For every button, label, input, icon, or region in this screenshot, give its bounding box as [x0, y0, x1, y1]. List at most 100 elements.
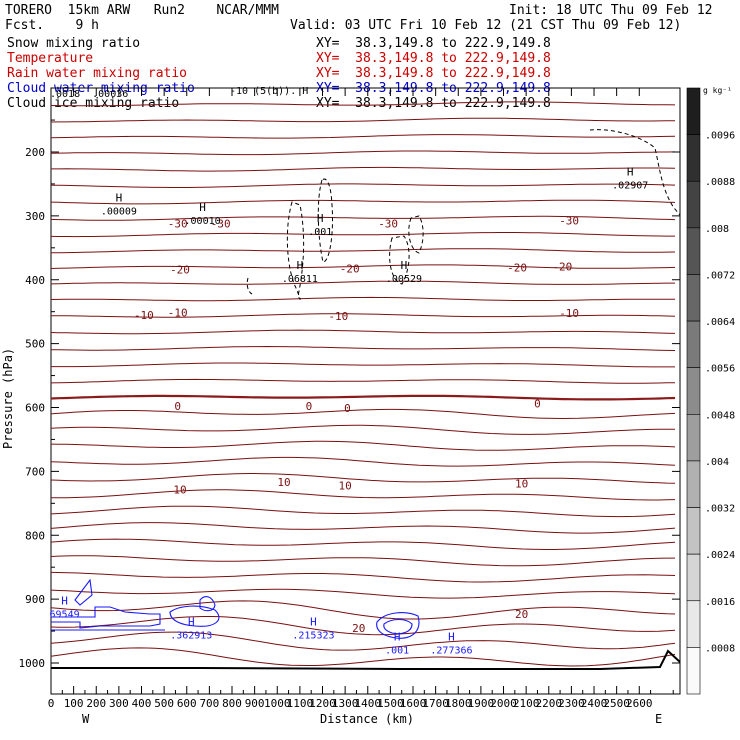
maximum-value-label: .00010: [185, 216, 221, 227]
overlap-maxima-text: .0018 .00036: [50, 89, 129, 100]
terrain-line: [51, 649, 681, 670]
zero-isotherm: [50, 394, 676, 401]
field-xy-cloud-ice: XY= 38.3,149.8 to 222.9,149.8: [316, 96, 551, 111]
cloud-water-contour: [383, 618, 413, 635]
isotherm-label: -10: [328, 310, 348, 323]
east-label: E: [655, 712, 662, 726]
maximum-h-marker: H: [394, 630, 401, 643]
x-tick-label: 1900: [468, 697, 495, 710]
isotherm-label: 10: [173, 483, 186, 496]
cloud-water-contour: [74, 578, 93, 606]
x-tick-label: 2000: [490, 697, 517, 710]
cloud-water-contour: [199, 596, 216, 612]
isotherm: [50, 408, 676, 420]
isotherm-label: -30: [168, 218, 188, 231]
maximum-h-marker: H: [297, 259, 304, 272]
colorbar-swatch: [686, 507, 701, 555]
y-tick-label: 600: [25, 402, 45, 415]
isotherm-label: -30: [211, 218, 231, 231]
west-label: W: [82, 712, 90, 726]
x-tick-label: 2400: [581, 697, 608, 710]
snow-contour: [317, 178, 333, 263]
maximum-value-label: .00529: [386, 274, 422, 285]
colorbar-label: .0064: [705, 317, 735, 328]
x-tick-label: 900: [245, 697, 265, 710]
maximum-h-marker: H: [199, 201, 206, 214]
maximum-value-label: .001: [308, 227, 332, 238]
maximum-h-marker: H: [448, 630, 455, 643]
colorbar-swatch: [686, 134, 701, 182]
colorbar-swatch: [686, 274, 701, 322]
isotherm: [50, 150, 676, 156]
contour-layer: [50, 101, 681, 670]
isotherm-label: 10: [277, 476, 290, 489]
colorbar-label: .0096: [705, 131, 735, 142]
isotherm: [50, 505, 676, 518]
maximum-value-label: .06811: [282, 274, 318, 285]
isotherm-label: 20: [515, 608, 528, 621]
x-tick-label: 200: [86, 697, 106, 710]
field-xy-temperature: XY= 38.3,149.8 to 222.9,149.8: [316, 51, 551, 66]
x-tick-label: 300: [109, 697, 129, 710]
label-layer: -30 -30 -30 -30 -20 -20 -20 -20 -10 -10 -10 -10 0 0 0 0…: [50, 165, 649, 656]
valid-time: Valid: 03 UTC Fri 10 Feb 12 (21 CST Thu …: [290, 18, 682, 33]
colorbar-label: .0088: [705, 177, 735, 188]
isotherm-label: -20: [507, 262, 527, 275]
x-tick-label: 1400: [355, 697, 382, 710]
maximum-h-marker: H: [61, 595, 68, 608]
snow-contour: [408, 215, 424, 254]
isotherm-label: 0: [174, 400, 181, 413]
model-title: TORERO 15km ARW Run2 NCAR/MMM: [5, 3, 279, 18]
isotherm: [50, 472, 676, 484]
isotherm: [51, 313, 676, 318]
maximum-h-marker: H: [627, 165, 634, 178]
isotherm-label: -20: [170, 264, 190, 277]
isotherm: [50, 489, 676, 501]
colorbar-label: .0032: [705, 504, 735, 515]
colorbar-label: .0008: [705, 643, 735, 654]
snow-contour: [286, 201, 305, 300]
colorbar-label: .004: [705, 457, 729, 468]
isotherm: [50, 571, 676, 583]
isotherm: [50, 215, 676, 221]
y-tick-label: 1000: [19, 657, 46, 670]
x-tick-label: 500: [154, 697, 174, 710]
isotherm-label: 10: [515, 478, 528, 491]
x-tick-label: 1700: [422, 697, 449, 710]
maximum-h-marker: H: [401, 259, 408, 272]
isotherm: [50, 600, 676, 620]
init-time: Init: 18 UTC Thu 09 Feb 12: [509, 3, 713, 18]
x-tick-label: 1000: [264, 697, 291, 710]
isotherm: [50, 280, 675, 285]
isotherm: [50, 424, 675, 435]
y-tick-label: 500: [25, 338, 45, 351]
isotherm: [50, 134, 676, 139]
snow-contour: [589, 129, 681, 216]
y-axis-label: Pressure (hPa): [1, 348, 15, 449]
x-tick-label: 600: [177, 697, 197, 710]
isotherm: [50, 117, 675, 123]
isotherm-label: 10: [339, 479, 352, 492]
isotherm-label: -10: [559, 307, 579, 320]
maximum-value-label: .02907: [612, 180, 648, 191]
colorbar-label: .0072: [705, 270, 735, 281]
colorbar-swatch: [686, 647, 701, 695]
isotherm: [50, 248, 676, 254]
isotherm: [50, 456, 676, 467]
cloud-water-contour: [169, 605, 220, 627]
isotherm: [50, 345, 676, 351]
maximum-value-label: .277366: [430, 645, 472, 656]
x-tick-label: 1500: [377, 697, 404, 710]
isotherm: [50, 538, 676, 550]
isotherm: [51, 362, 675, 368]
isotherm: [50, 647, 676, 667]
isotherm-label: 0: [344, 402, 351, 415]
colorbar-unit: g kg⁻¹: [703, 86, 732, 95]
isotherm: [50, 199, 676, 205]
axes-layer: 0 100 200 300 400 500 600 700 800 900 100011001200…: [19, 88, 680, 710]
isotherm: [50, 329, 676, 335]
colorbar: .0096 .0088 .008 .0072 .0064 .0056 .0048 .004 .0…: [686, 86, 735, 695]
isotherm: [50, 616, 676, 636]
